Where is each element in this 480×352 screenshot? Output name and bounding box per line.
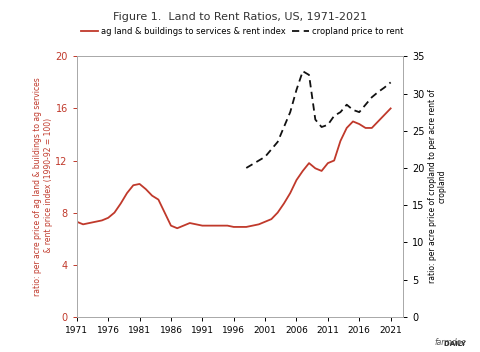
ag land & buildings to services & rent index <box>168 224 174 228</box>
ag land & buildings to services & rent index <box>174 226 180 230</box>
Text: farmdoc: farmdoc <box>434 338 466 347</box>
cropland price to rent <box>294 88 300 92</box>
cropland price to rent <box>275 140 280 144</box>
cropland price to rent <box>306 73 312 77</box>
ag land & buildings to services & rent index <box>388 106 394 111</box>
cropland price to rent <box>288 110 293 114</box>
Text: Figure 1.  Land to Rent Ratios, US, 1971-2021: Figure 1. Land to Rent Ratios, US, 1971-… <box>113 12 367 22</box>
cropland price to rent <box>243 166 249 170</box>
ag land & buildings to services & rent index <box>180 224 186 228</box>
cropland price to rent <box>325 123 331 127</box>
Legend: ag land & buildings to services & rent index, cropland price to rent: ag land & buildings to services & rent i… <box>81 27 404 36</box>
cropland price to rent <box>250 162 255 166</box>
cropland price to rent <box>268 147 274 151</box>
cropland price to rent <box>262 155 268 159</box>
cropland price to rent <box>331 114 337 118</box>
Line: cropland price to rent: cropland price to rent <box>246 71 391 168</box>
cropland price to rent <box>300 69 306 73</box>
ag land & buildings to services & rent index <box>74 220 80 224</box>
Text: DAILY: DAILY <box>424 341 466 347</box>
ag land & buildings to services & rent index <box>288 191 293 195</box>
ag land & buildings to services & rent index <box>382 113 387 117</box>
Line: ag land & buildings to services & rent index: ag land & buildings to services & rent i… <box>77 108 391 228</box>
ag land & buildings to services & rent index <box>306 161 312 165</box>
cropland price to rent <box>312 118 318 122</box>
cropland price to rent <box>344 102 349 107</box>
cropland price to rent <box>356 110 362 114</box>
cropland price to rent <box>281 125 287 129</box>
cropland price to rent <box>375 90 381 94</box>
Y-axis label: ratio: per acre price of cropland to per acre rent of
cropland: ratio: per acre price of cropland to per… <box>428 90 447 283</box>
cropland price to rent <box>256 158 262 163</box>
Y-axis label: ratio: per acre price of ag land & buildings to ag services
 & rent price index : ratio: per acre price of ag land & build… <box>33 77 53 296</box>
cropland price to rent <box>382 86 387 90</box>
ag land & buildings to services & rent index <box>143 187 149 191</box>
cropland price to rent <box>363 102 369 107</box>
cropland price to rent <box>369 95 375 99</box>
cropland price to rent <box>337 110 343 114</box>
cropland price to rent <box>319 125 324 129</box>
cropland price to rent <box>388 80 394 84</box>
cropland price to rent <box>350 108 356 112</box>
